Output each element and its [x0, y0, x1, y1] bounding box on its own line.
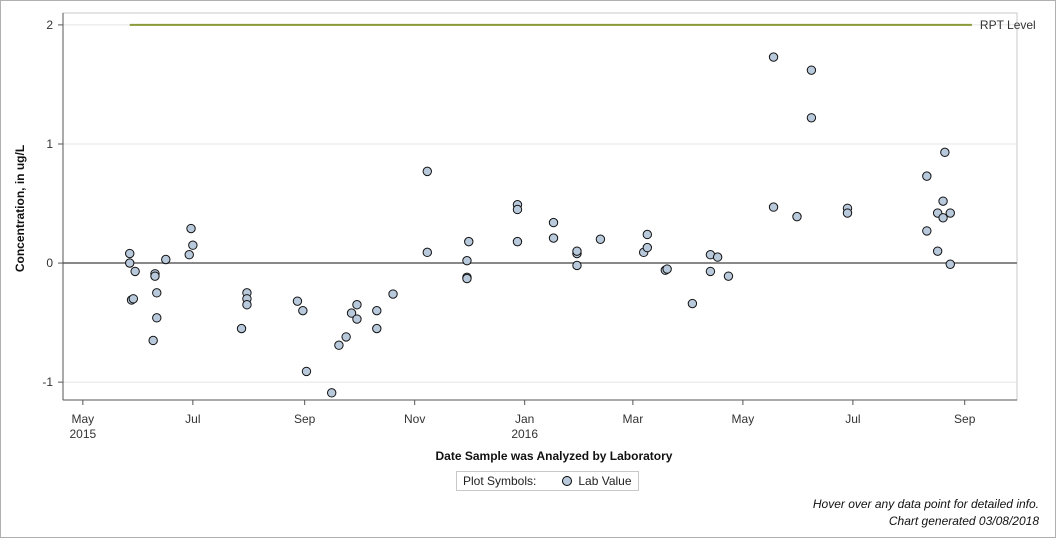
data-point[interactable]: 2016-06-28: 0.42	[842, 208, 853, 218]
data-point[interactable]: 2015-06-11: -0.46	[152, 313, 162, 323]
data-point[interactable]: 2015-06-10: -0.11	[150, 271, 160, 281]
data-point[interactable]: 2016-03-09: 0.24	[642, 229, 653, 240]
data-point[interactable]: 2015-09-27: -0.42	[346, 308, 357, 318]
legend: Plot Symbols: Lab Value	[456, 471, 639, 491]
generated-note: Chart generated 03/08/2018	[888, 514, 1039, 528]
data-point[interactable]: 2016-05-18: 1.73	[768, 52, 779, 62]
y-tick-label: -1	[42, 375, 53, 389]
data-point[interactable]: 2016-08-20: 0.52	[938, 196, 948, 206]
data-point[interactable]: 2016-08-11: 0.73	[922, 171, 932, 181]
data-point[interactable]: 2016-01-17: 0.21	[548, 233, 559, 243]
lab-value-symbol-icon	[562, 476, 573, 486]
x-tick-label: Sep	[294, 412, 316, 426]
grid-layer	[62, 12, 1018, 401]
data-point[interactable]: 2015-11-30: 0.02	[462, 255, 472, 266]
data-point[interactable]: 2015-06-30: 0.29	[186, 223, 196, 234]
data-point[interactable]: 2015-10-11: -0.4	[372, 305, 382, 316]
data-point[interactable]: 2015-09-24: -0.62	[341, 332, 351, 342]
data-point[interactable]: 2015-11-08: 0.77	[422, 166, 432, 177]
hover-note: Hover over any data point for detailed i…	[812, 497, 1039, 511]
data-point[interactable]: 2016-01-30: -0.02	[572, 260, 582, 271]
data-point[interactable]: 2015-06-09: -0.65	[148, 335, 158, 346]
data-point[interactable]: 2015-07-28: -0.55	[236, 323, 247, 334]
x-tick-label: Nov	[404, 412, 425, 426]
x-axis-title: Date Sample was Analyzed by Laboratory	[436, 449, 673, 463]
data-point[interactable]: 2015-06-16: 0.03	[161, 254, 171, 265]
data-point[interactable]: 2016-04-23: -0.11	[723, 271, 734, 281]
data-point[interactable]: 2016-08-17: 0.1	[932, 246, 943, 256]
data-point[interactable]: 2016-01-17: 0.34	[548, 217, 559, 228]
x-tick-label: Mar	[623, 412, 644, 426]
data-point[interactable]: 2016-06-08: 1.22	[806, 113, 817, 123]
data-point[interactable]: 2015-09-02: -0.91	[301, 366, 312, 377]
data-point[interactable]: 2016-08-24: 0.42	[945, 208, 955, 218]
data-point[interactable]: 2016-04-17: 0.05	[712, 252, 723, 262]
data-point[interactable]: 2015-05-27: 0	[125, 258, 135, 268]
data-point[interactable]: 2015-09-20: -0.69	[334, 340, 344, 350]
y-tick-label: 1	[46, 137, 53, 151]
data-point[interactable]: 2015-06-29: 0.07	[184, 250, 194, 260]
x-tick-label: Jan	[515, 412, 534, 426]
x-tick-label: Sep	[954, 412, 976, 426]
data-point[interactable]: 2016-04-03: -0.34	[687, 298, 698, 309]
data-point[interactable]: 2015-12-28: 0.45	[512, 204, 523, 215]
rpt-level-label: RPT Level	[980, 18, 1036, 32]
data-point[interactable]: 2016-08-24: -0.01	[945, 259, 955, 269]
data-point[interactable]: 2015-07-01: 0.15	[188, 240, 198, 250]
plot-wall	[62, 12, 1018, 401]
data-points[interactable]: 2015-05-27: 0.082015-05-27: 02015-05-28:…	[125, 52, 955, 398]
x-tick-label: Jul	[185, 412, 200, 426]
data-point[interactable]: 2015-05-27: 0.08	[125, 248, 135, 259]
legend-label: Lab Value	[578, 474, 632, 488]
data-point[interactable]: 2016-05-31: 0.39	[792, 211, 802, 222]
x-tick-year-label: 2016	[511, 427, 538, 441]
data-point[interactable]: 2015-12-01: 0.18	[464, 236, 474, 247]
y-tick-label: 0	[46, 256, 53, 270]
x-tick-year-label: 2015	[69, 427, 96, 441]
data-point[interactable]: 2016-08-11: 0.27	[922, 226, 932, 236]
data-point[interactable]: 2016-05-18: 0.47	[768, 202, 779, 212]
data-point[interactable]: 2016-03-09: 0.13	[642, 242, 653, 253]
data-point[interactable]: 2016-08-21: 0.93	[940, 147, 950, 158]
data-point[interactable]: 2015-05-29: -0.3	[128, 294, 139, 304]
data-point[interactable]: 2015-06-11: -0.25	[152, 288, 162, 298]
y-axis-title: Concentration, in ug/L	[13, 145, 27, 272]
x-tick-label: May	[72, 412, 95, 426]
data-point[interactable]: 2016-02-12: 0.2	[595, 234, 606, 244]
data-point[interactable]: 2015-12-28: 0.18	[512, 236, 523, 247]
reference-lines: RPT Level	[63, 18, 1036, 265]
data-point[interactable]: 2015-09-30: -0.35	[352, 300, 362, 310]
y-tick-label: 2	[46, 18, 53, 32]
data-point[interactable]: 2016-06-08: 1.62	[806, 65, 817, 75]
x-tick-label: May	[732, 412, 755, 426]
data-point[interactable]: 2016-08-20: 0.38	[938, 213, 948, 223]
data-point[interactable]: 2015-09-16: -1.09	[327, 388, 337, 398]
data-point[interactable]: 2015-07-31: -0.35	[242, 300, 252, 310]
data-point[interactable]: 2016-01-30: 0.1	[572, 246, 582, 256]
data-point[interactable]: 2015-08-31: -0.4	[298, 305, 308, 316]
data-point[interactable]: 2015-10-20: -0.26	[388, 289, 398, 299]
data-point[interactable]: 2015-05-30: -0.07	[130, 266, 140, 277]
data-point[interactable]: 2015-11-08: 0.09	[422, 247, 432, 258]
x-tick-label: Jul	[845, 412, 860, 426]
data-point[interactable]: 2015-08-28: -0.32	[292, 296, 303, 306]
legend-title: Plot Symbols:	[463, 474, 537, 488]
data-point[interactable]: 2015-11-30: -0.13	[462, 273, 472, 284]
data-point[interactable]: 2015-10-11: -0.55	[372, 323, 382, 334]
data-point[interactable]: 2016-04-13: -0.07	[705, 266, 716, 277]
data-point[interactable]: 2015-09-30: -0.47	[352, 314, 362, 324]
data-point[interactable]: 2016-03-20: -0.05	[662, 264, 672, 274]
